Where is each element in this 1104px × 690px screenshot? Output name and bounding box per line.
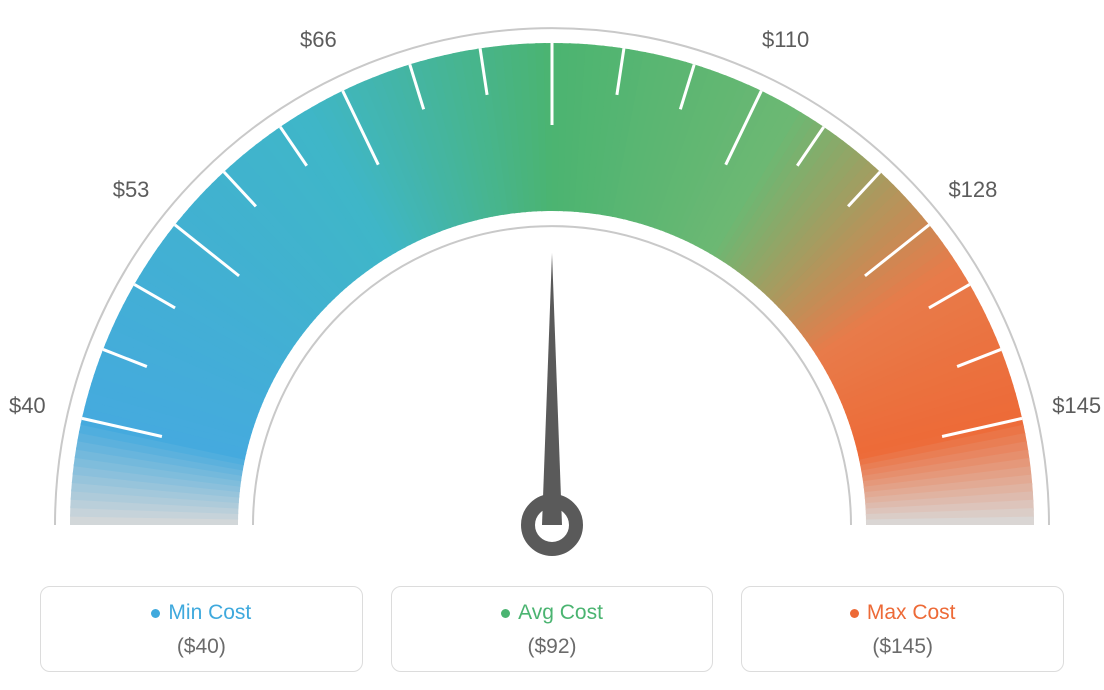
gauge-chart: $40$53$66$92$110$128$145 (0, 0, 1104, 560)
legend-row: Min Cost ($40) Avg Cost ($92) Max Cost (… (0, 586, 1104, 672)
legend-card-avg: Avg Cost ($92) (391, 586, 714, 672)
gauge-tick-label: $40 (9, 393, 46, 419)
legend-title-label: Avg Cost (518, 601, 603, 625)
dot-icon (501, 609, 510, 618)
legend-title-max: Max Cost (850, 601, 956, 625)
legend-title-avg: Avg Cost (501, 601, 603, 625)
legend-value-min: ($40) (51, 635, 352, 659)
gauge-tick-label: $110 (762, 27, 809, 53)
gauge-tick-label: $66 (300, 27, 337, 53)
gauge-tick-label: $128 (948, 177, 997, 203)
legend-title-min: Min Cost (151, 601, 251, 625)
legend-title-label: Max Cost (867, 601, 956, 625)
legend-title-label: Min Cost (168, 601, 251, 625)
legend-value-max: ($145) (752, 635, 1053, 659)
legend-card-max: Max Cost ($145) (741, 586, 1064, 672)
legend-value-avg: ($92) (402, 635, 703, 659)
gauge-tick-label: $145 (1052, 393, 1101, 419)
gauge-svg (0, 0, 1104, 560)
gauge-tick-label: $53 (113, 177, 150, 203)
dot-icon (151, 609, 160, 618)
legend-card-min: Min Cost ($40) (40, 586, 363, 672)
dot-icon (850, 609, 859, 618)
